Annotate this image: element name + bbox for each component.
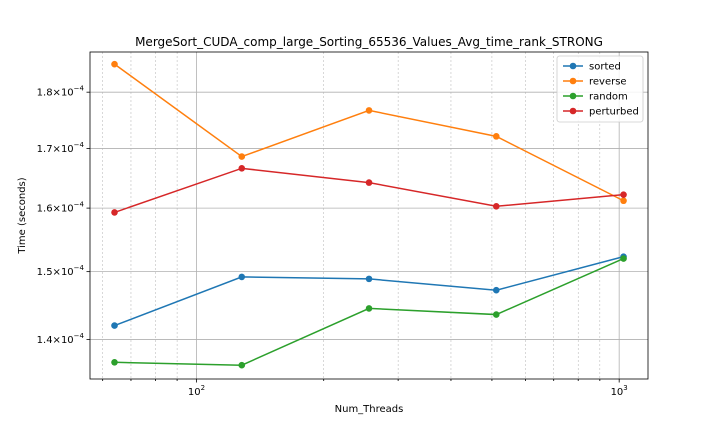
legend-swatch-marker: [569, 92, 577, 100]
data-point-sorted: [111, 322, 118, 329]
legend-box: [556, 55, 644, 123]
y-tick-label: 1.8×10−4: [37, 85, 85, 99]
data-point-random: [238, 361, 246, 369]
data-point-random: [620, 255, 627, 262]
y-tick-label: 1.6×10−4: [37, 201, 85, 215]
x-tick-label: 102: [188, 384, 205, 398]
legend-swatch-marker: [569, 62, 577, 70]
x-tick-label: 103: [611, 384, 628, 398]
data-point-perturbed: [238, 165, 246, 172]
legend-swatch-marker: [569, 77, 577, 85]
y-tick-label: 1.5×10−4: [37, 264, 85, 278]
data-point-perturbed: [111, 209, 118, 216]
legend: sorted reverse random perturbed: [556, 55, 644, 123]
data-point-reverse: [492, 133, 500, 140]
y-axis-label: Time (seconds): [17, 177, 28, 254]
data-point-sorted: [492, 286, 500, 294]
legend-label-sorted: sorted: [589, 62, 621, 73]
axes-frame: [89, 51, 649, 380]
legend-label-perturbed: perturbed: [589, 107, 639, 118]
grid-lines: [90, 52, 648, 379]
data-point-reverse: [111, 60, 118, 68]
data-point-reverse: [365, 107, 373, 114]
x-axis-label: Num_Threads: [335, 404, 404, 415]
data-point-sorted: [238, 273, 246, 281]
data-point-sorted: [365, 275, 373, 283]
chart-title: MergeSort_CUDA_comp_large_Sorting_65536_…: [135, 35, 603, 49]
legend-swatch-marker: [569, 107, 577, 115]
data-point-reverse: [238, 153, 246, 160]
data-point-random: [111, 359, 118, 366]
y-tick-label: 1.7×10−4: [37, 141, 85, 155]
axis-ticks: 1.4×10−4 1.5×10−4 1.6×10−4 1.7×10−4 1.8×10−4…: [37, 85, 628, 398]
y-tick-label: 1.4×10−4: [37, 332, 85, 346]
legend-label-reverse: reverse: [589, 77, 627, 88]
data-point-perturbed: [620, 191, 627, 198]
data-point-perturbed: [365, 179, 373, 186]
series-layer: [111, 60, 627, 369]
data-point-perturbed: [492, 202, 500, 210]
data-point-random: [365, 305, 373, 312]
legend-label-random: random: [589, 92, 628, 103]
data-point-reverse: [620, 197, 627, 205]
data-point-random: [492, 311, 500, 318]
